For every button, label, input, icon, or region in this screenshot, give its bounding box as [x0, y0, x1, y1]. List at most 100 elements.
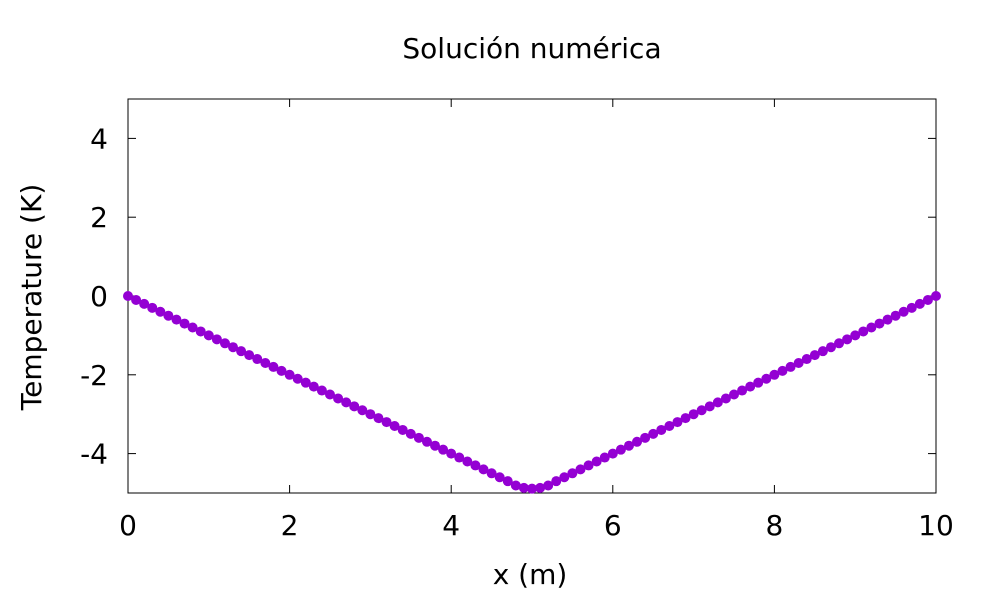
data-point	[922, 294, 933, 305]
data-point	[559, 472, 570, 483]
data-point	[615, 444, 626, 455]
data-point	[470, 460, 481, 471]
data-point	[898, 306, 909, 317]
data-point	[211, 334, 222, 345]
data-point	[785, 361, 796, 372]
data-point	[284, 369, 295, 380]
data-point	[341, 397, 352, 408]
data-point	[397, 424, 408, 435]
data-point	[244, 350, 255, 361]
data-point	[203, 330, 214, 341]
data-point	[187, 322, 198, 333]
data-point	[777, 365, 788, 376]
data-point	[155, 306, 166, 317]
data-point	[753, 377, 764, 388]
data-point	[737, 385, 748, 396]
data-point	[462, 456, 473, 467]
data-point	[664, 421, 675, 432]
data-point	[914, 298, 925, 309]
data-point	[801, 354, 812, 365]
chart-title: Solución numérica	[402, 32, 661, 65]
data-point	[527, 483, 537, 494]
data-point	[413, 432, 424, 443]
data-point	[704, 401, 715, 412]
data-point	[131, 294, 142, 305]
axis-tick-labels: 0 2 4 6 8 10 -4 -2 0 2 4	[80, 122, 954, 542]
data-point	[163, 310, 174, 321]
data-point	[252, 354, 263, 365]
data-point	[680, 413, 691, 424]
data-point	[535, 482, 546, 493]
data-point	[308, 381, 319, 392]
data-point	[219, 338, 230, 349]
x-tick-label: 10	[918, 509, 954, 542]
data-point	[300, 377, 311, 388]
data-point	[171, 314, 182, 325]
data-points	[123, 291, 941, 494]
data-point	[640, 432, 651, 443]
y-axis-label: Temperature (K)	[15, 184, 48, 411]
x-tick-label: 6	[604, 509, 622, 542]
data-point	[543, 480, 554, 491]
y-tick-label: 2	[90, 201, 108, 234]
data-point	[139, 298, 150, 309]
data-point	[696, 405, 707, 416]
data-point	[850, 330, 861, 341]
axis-ticks	[127, 99, 937, 493]
data-point	[688, 409, 699, 420]
data-point	[729, 389, 739, 400]
data-point	[228, 342, 239, 353]
data-point	[325, 389, 335, 400]
data-point	[430, 440, 441, 451]
x-tick-label: 2	[281, 509, 299, 542]
data-point	[502, 476, 513, 487]
data-point	[357, 405, 368, 416]
data-point	[421, 436, 432, 447]
data-point	[607, 448, 618, 459]
data-point	[672, 417, 683, 428]
data-point	[486, 468, 497, 479]
data-point	[123, 291, 133, 301]
x-tick-label: 0	[119, 509, 137, 542]
y-tick-label: 0	[90, 280, 108, 313]
data-point	[761, 373, 772, 384]
data-point	[316, 385, 327, 396]
data-point	[494, 472, 505, 483]
data-point	[720, 393, 731, 404]
data-point	[906, 302, 917, 313]
x-axis-label: x (m)	[493, 558, 568, 591]
data-point	[373, 413, 384, 424]
data-point	[882, 314, 893, 325]
data-point	[874, 318, 885, 329]
data-point	[817, 346, 828, 357]
data-point	[583, 460, 594, 471]
data-point	[809, 350, 820, 361]
data-point	[712, 397, 723, 408]
data-point	[793, 357, 804, 368]
data-point	[179, 318, 190, 329]
data-point	[292, 373, 303, 384]
data-point	[268, 361, 279, 372]
data-point	[446, 448, 457, 459]
data-point	[454, 452, 465, 463]
data-point	[931, 291, 941, 301]
data-point	[648, 428, 659, 439]
data-point	[842, 334, 853, 345]
x-tick-label: 4	[442, 509, 460, 542]
data-point	[195, 326, 206, 337]
plot-frame	[127, 98, 937, 494]
data-point	[567, 468, 578, 479]
data-point	[147, 302, 158, 313]
data-point	[260, 357, 271, 368]
data-point	[890, 310, 901, 321]
data-point	[769, 369, 780, 380]
data-point	[866, 322, 877, 333]
x-tick-label: 8	[765, 509, 783, 542]
data-point	[333, 393, 344, 404]
data-point	[276, 365, 287, 376]
data-point	[510, 480, 521, 491]
data-point	[438, 444, 449, 455]
data-point	[575, 464, 586, 475]
data-point	[405, 428, 416, 439]
